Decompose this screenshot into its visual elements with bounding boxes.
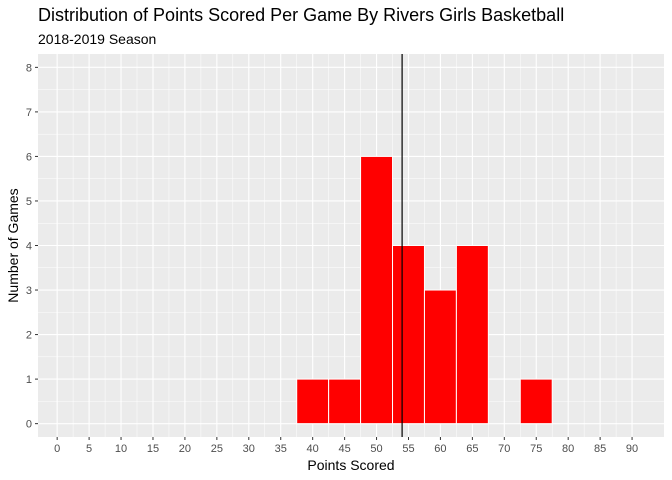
x-tick-label: 0 bbox=[54, 443, 60, 455]
histogram-bar bbox=[455, 245, 489, 425]
y-tick-label: 0 bbox=[26, 419, 32, 431]
y-tick-label: 3 bbox=[26, 285, 32, 297]
x-tick-label: 35 bbox=[275, 443, 287, 455]
x-tick-label: 25 bbox=[211, 443, 223, 455]
x-tick-label: 90 bbox=[626, 443, 638, 455]
y-tick-label: 8 bbox=[26, 62, 32, 74]
x-tick-label: 20 bbox=[179, 443, 191, 455]
x-tick-label: 5 bbox=[86, 443, 92, 455]
histogram-bar bbox=[360, 155, 394, 425]
axes: 0 5 10 15 20 25 30 35 40 45 50 55 60 65 70 75 80 85 900123… bbox=[26, 62, 638, 455]
x-tick-label: 75 bbox=[530, 443, 542, 455]
x-tick-label: 55 bbox=[402, 443, 414, 455]
x-tick-label: 40 bbox=[307, 443, 319, 455]
x-tick-label: 65 bbox=[466, 443, 478, 455]
x-axis-title: Points Scored bbox=[307, 457, 394, 473]
x-tick-label: 30 bbox=[243, 443, 255, 455]
y-tick-label: 5 bbox=[26, 196, 32, 208]
x-tick-label: 15 bbox=[147, 443, 159, 455]
x-tick-label: 80 bbox=[562, 443, 574, 455]
x-tick-label: 85 bbox=[594, 443, 606, 455]
y-tick-label: 1 bbox=[26, 374, 32, 386]
x-tick-label: 45 bbox=[338, 443, 350, 455]
y-tick-label: 4 bbox=[26, 241, 32, 253]
x-tick-label: 50 bbox=[370, 443, 382, 455]
grid-lines bbox=[38, 54, 664, 437]
histogram-bar bbox=[519, 378, 553, 425]
histogram-bars bbox=[296, 155, 553, 425]
chart-title: Distribution of Points Scored Per Game B… bbox=[38, 5, 565, 25]
y-axis-title: Number of Games bbox=[5, 188, 21, 302]
x-tick-label: 70 bbox=[498, 443, 510, 455]
histogram-bar bbox=[328, 378, 362, 425]
chart-subtitle: 2018-2019 Season bbox=[38, 31, 157, 47]
histogram-bar bbox=[296, 378, 330, 425]
y-tick-label: 7 bbox=[26, 107, 32, 119]
x-tick-label: 10 bbox=[115, 443, 127, 455]
y-tick-label: 6 bbox=[26, 151, 32, 163]
y-tick-label: 2 bbox=[26, 330, 32, 342]
histogram-bar bbox=[392, 245, 425, 425]
histogram-bar bbox=[423, 289, 457, 425]
x-tick-label: 60 bbox=[434, 443, 446, 455]
